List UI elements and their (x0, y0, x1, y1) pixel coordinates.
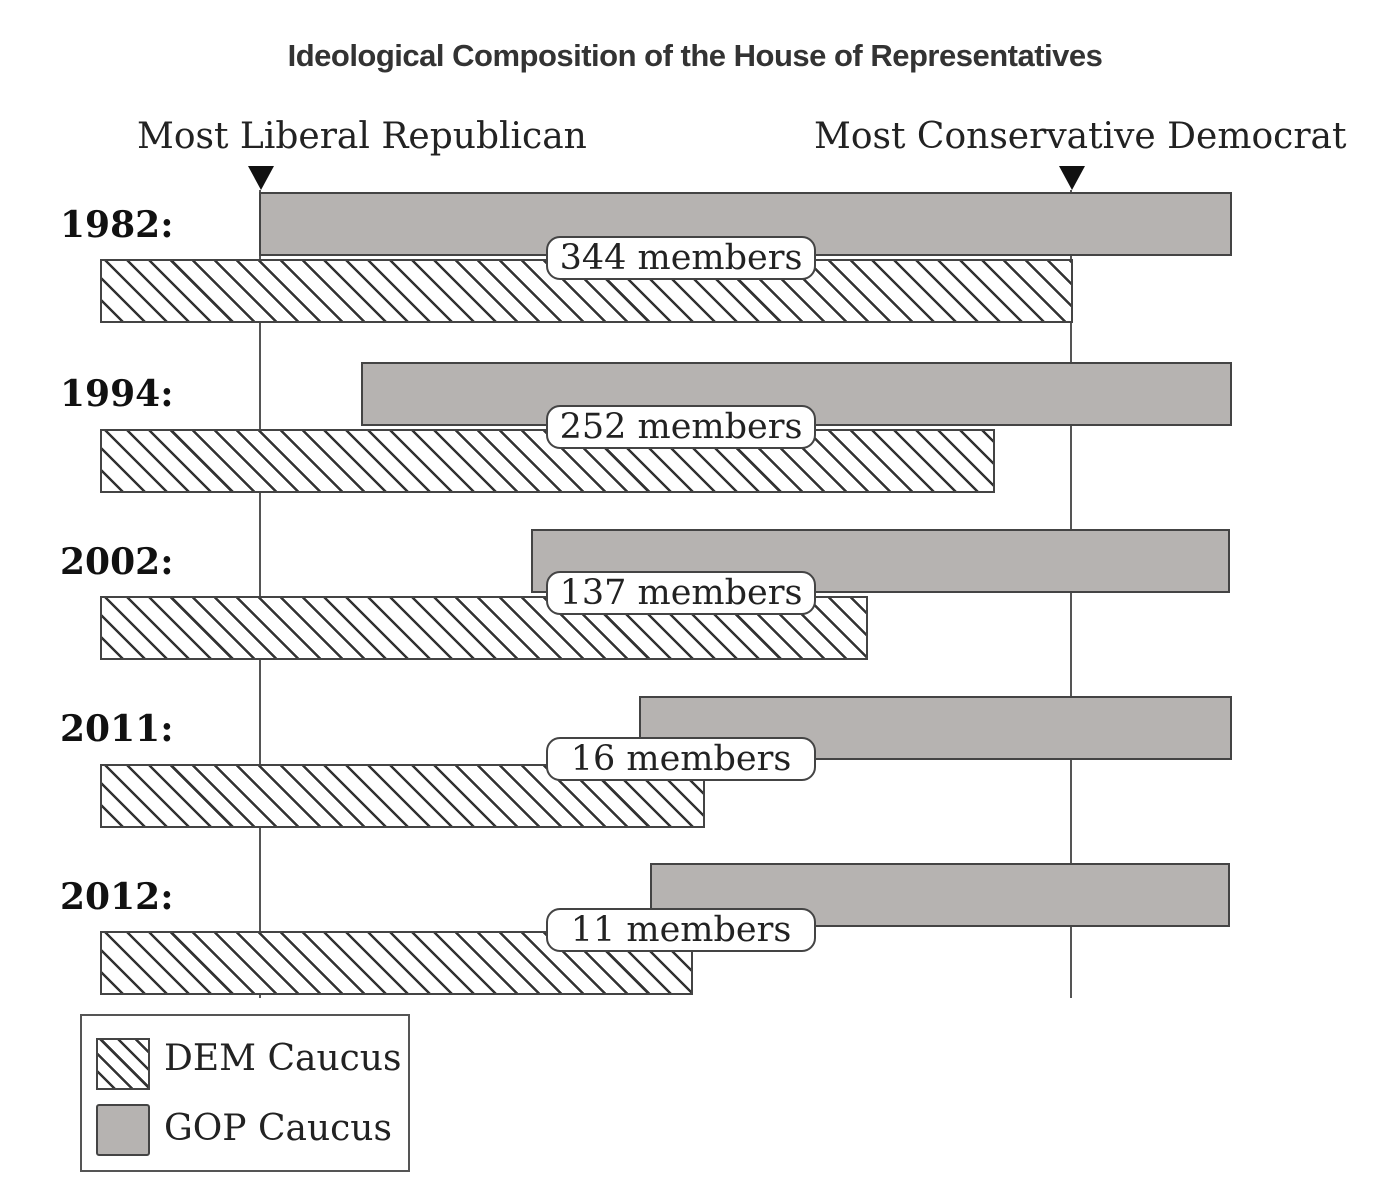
legend: DEM Caucus GOP Caucus (80, 1014, 410, 1172)
triangle-marker-icon (248, 166, 274, 190)
legend-dem-label: DEM Caucus (164, 1038, 402, 1079)
triangle-marker-icon (1059, 166, 1085, 190)
reference-line-conservative-democrat (1070, 190, 1072, 998)
overlap-label-2011: 16 members (546, 737, 816, 781)
gop-bar-2011 (639, 696, 1232, 760)
overlap-label-2002: 137 members (546, 571, 816, 615)
overlap-label-2012: 11 members (546, 908, 816, 952)
year-label: 2002: (60, 541, 174, 583)
dem-hatch-swatch-icon (96, 1038, 150, 1090)
gop-solid-swatch-icon (96, 1104, 150, 1156)
overlap-label-1994: 252 members (546, 405, 816, 449)
year-label: 1994: (60, 373, 174, 415)
overlap-label-1982: 344 members (546, 236, 816, 280)
year-label: 1982: (60, 204, 174, 246)
marker-label-most-conservative-democrat: Most Conservative Democrat (814, 116, 1347, 157)
marker-label-most-liberal-republican: Most Liberal Republican (137, 116, 587, 157)
year-label: 2011: (60, 708, 174, 750)
chart-title: Ideological Composition of the House of … (287, 38, 1103, 73)
legend-gop-label: GOP Caucus (164, 1108, 392, 1149)
reference-line-liberal-republican (259, 190, 261, 998)
year-label: 2012: (60, 876, 174, 918)
